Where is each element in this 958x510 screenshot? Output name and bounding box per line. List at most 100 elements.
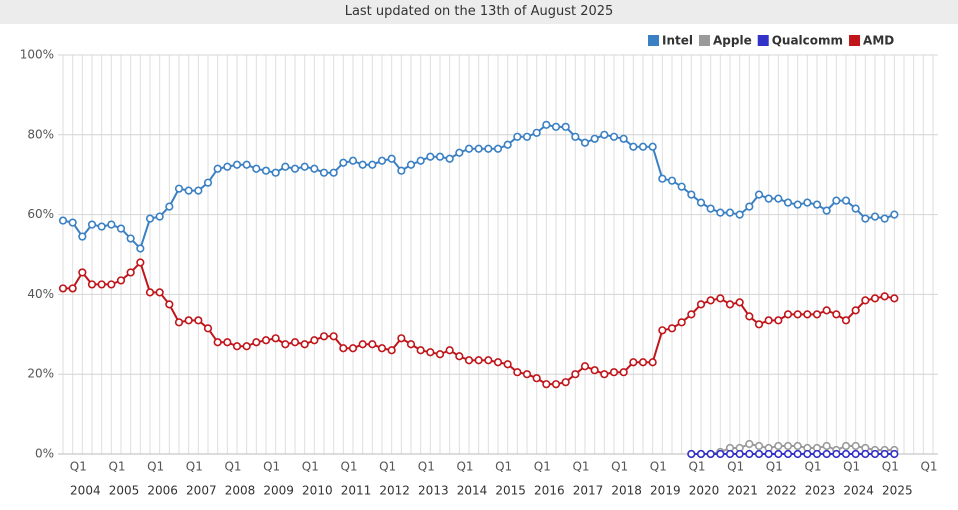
data-point (851, 306, 860, 315)
data-point (803, 449, 812, 459)
x-year-label: 2019 (650, 484, 681, 498)
data-point (716, 294, 725, 303)
legend-label: Apple (713, 34, 752, 48)
data-point (745, 439, 754, 449)
legend-swatch (849, 35, 861, 46)
data-point (387, 154, 396, 163)
data-point (493, 144, 503, 153)
data-point (416, 346, 425, 355)
data-point (822, 306, 831, 315)
x-tick-label: Q1 (495, 460, 512, 474)
data-point (300, 340, 309, 349)
data-point (658, 174, 667, 183)
data-point (464, 144, 474, 153)
data-point (735, 298, 744, 307)
data-point (155, 288, 164, 297)
data-point (329, 332, 338, 341)
x-tick-label: Q1 (688, 460, 705, 474)
data-point (870, 212, 880, 221)
series-line (691, 442, 895, 455)
data-point (658, 326, 667, 335)
data-point (822, 449, 831, 459)
x-year-label: 2014 (457, 484, 488, 498)
data-point (348, 344, 358, 353)
data-point (861, 449, 870, 459)
data-point (426, 152, 435, 161)
data-point (648, 358, 657, 367)
data-point (783, 441, 793, 451)
data-point (716, 208, 725, 217)
data-point (861, 214, 870, 223)
data-point (136, 244, 145, 253)
x-year-label: 2007 (186, 484, 217, 498)
data-point (68, 218, 77, 227)
data-point (832, 449, 841, 459)
data-point (841, 441, 851, 451)
data-point (174, 184, 184, 193)
data-point (165, 202, 174, 211)
x-year-label: 2018 (611, 484, 642, 498)
data-point (319, 168, 329, 177)
legend-label: Intel (662, 34, 693, 48)
x-tick-label: Q1 (534, 460, 551, 474)
data-point (58, 284, 68, 293)
data-point (348, 156, 358, 165)
x-tick-label: Q1 (804, 460, 821, 474)
data-point (783, 449, 793, 459)
x-year-label: 2025 (882, 484, 913, 498)
data-point (783, 198, 793, 207)
data-point (812, 449, 822, 459)
data-point (890, 210, 899, 219)
data-point (735, 449, 744, 459)
data-point (803, 310, 812, 319)
data-point (232, 342, 242, 351)
data-point (725, 300, 735, 309)
data-point (783, 310, 793, 319)
data-point (194, 316, 203, 325)
data-point (377, 156, 387, 165)
data-point (706, 296, 715, 305)
x-year-label: 2004 (70, 484, 101, 498)
data-point (368, 340, 377, 349)
x-year-label: 2023 (805, 484, 836, 498)
data-point (194, 186, 203, 195)
data-point (745, 312, 754, 321)
data-point (880, 449, 889, 459)
data-point (445, 346, 454, 355)
data-point (812, 310, 822, 319)
x-tick-label: Q1 (920, 460, 937, 474)
legend-label: AMD (863, 34, 894, 48)
data-point (638, 358, 648, 367)
x-year-label: 2022 (766, 484, 797, 498)
legend-swatch (648, 35, 659, 46)
data-point (339, 158, 348, 167)
data-point (136, 258, 145, 267)
data-point (619, 134, 628, 143)
data-point (484, 144, 493, 153)
data-point (213, 164, 222, 173)
data-point (387, 346, 396, 355)
data-point (339, 344, 348, 353)
data-point (435, 152, 445, 161)
x-year-label: 2020 (689, 484, 720, 498)
data-point (735, 210, 744, 219)
data-point (725, 208, 735, 217)
data-point (97, 222, 106, 231)
data-point (706, 449, 715, 459)
data-point (503, 140, 512, 149)
data-point (870, 449, 880, 459)
x-year-label: 2024 (843, 484, 874, 498)
data-point (271, 334, 280, 343)
x-year-label: 2010 (302, 484, 333, 498)
data-point (300, 162, 309, 171)
data-point (145, 214, 155, 223)
x-tick-label: Q1 (186, 460, 203, 474)
data-point (97, 280, 106, 289)
data-point (271, 168, 280, 177)
data-point (281, 340, 290, 349)
data-point (455, 148, 464, 157)
data-point (571, 132, 580, 141)
data-point (145, 288, 155, 297)
x-tick-label: Q1 (224, 460, 241, 474)
